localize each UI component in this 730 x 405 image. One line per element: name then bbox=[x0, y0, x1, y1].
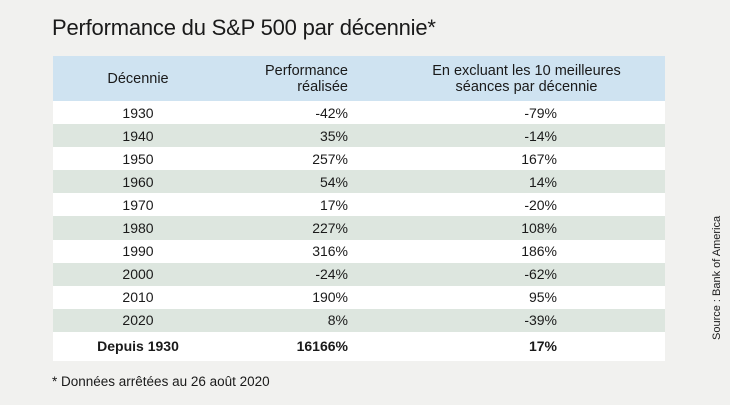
chart-title: Performance du S&P 500 par décennie* bbox=[52, 15, 436, 40]
column-header-decade: Décennie bbox=[107, 70, 169, 87]
table-row: 2020 8% -39% bbox=[53, 308, 665, 332]
table-row: 2010 190% 95% bbox=[53, 285, 665, 309]
performance-cell: 190% bbox=[312, 289, 348, 306]
decade-cell: 2010 bbox=[122, 289, 154, 306]
performance-cell: 257% bbox=[312, 150, 348, 167]
table-row: 1950 257% 167% bbox=[53, 147, 665, 171]
total-excluding: 17% bbox=[528, 338, 557, 355]
excluding-cell: 95% bbox=[528, 289, 557, 306]
total-performance: 16166% bbox=[296, 338, 348, 355]
decade-cell: 2020 bbox=[122, 312, 154, 329]
excluding-cell: -14% bbox=[524, 127, 557, 144]
decade-cell: 1970 bbox=[122, 196, 154, 213]
excluding-cell: 167% bbox=[521, 150, 557, 167]
decade-cell: 2000 bbox=[122, 266, 154, 283]
excluding-cell: -62% bbox=[524, 266, 557, 283]
performance-cell: -24% bbox=[315, 266, 348, 283]
excluding-cell: -39% bbox=[524, 312, 557, 329]
decade-cell: 1930 bbox=[122, 104, 154, 121]
total-label: Depuis 1930 bbox=[97, 338, 179, 355]
performance-cell: -42% bbox=[315, 104, 348, 121]
table-header-row: Décennie Performance réalisée En excluan… bbox=[53, 56, 665, 101]
table-row: 1940 35% -14% bbox=[53, 124, 665, 148]
table-row: 1960 54% 14% bbox=[53, 170, 665, 194]
table-row: 1990 316% 186% bbox=[53, 239, 665, 263]
decade-cell: 1990 bbox=[122, 243, 154, 260]
performance-cell: 227% bbox=[312, 220, 348, 237]
performance-cell: 35% bbox=[319, 127, 348, 144]
footnote: * Données arrêtées au 26 août 2020 bbox=[52, 374, 270, 389]
excluding-cell: 186% bbox=[521, 243, 557, 260]
excluding-cell: 108% bbox=[521, 220, 557, 237]
excluding-cell: 14% bbox=[528, 173, 557, 190]
table-row: 2000 -24% -62% bbox=[53, 262, 665, 286]
table-row: 1980 227% 108% bbox=[53, 216, 665, 240]
source-label: Source : Bank of America bbox=[711, 215, 723, 340]
column-header-excluding: En excluant les 10 meilleures séances pa… bbox=[348, 56, 665, 101]
performance-cell: 54% bbox=[319, 173, 348, 190]
decade-cell: 1940 bbox=[122, 127, 154, 144]
column-header-performance: Performance réalisée bbox=[264, 62, 348, 95]
table-row: 1930 -42% -79% bbox=[53, 101, 665, 125]
performance-cell: 8% bbox=[327, 312, 348, 329]
excluding-cell: -79% bbox=[524, 104, 557, 121]
decade-cell: 1960 bbox=[122, 173, 154, 190]
column-header-excluding-text: En excluant les 10 meilleures séances pa… bbox=[432, 62, 621, 95]
table-body: 1930 -42% -79% 1940 35% -14% 1950 257% 167% 1960 5… bbox=[53, 101, 665, 361]
excluding-cell: -20% bbox=[524, 196, 557, 213]
performance-table: Décennie Performance réalisée En excluan… bbox=[53, 56, 665, 361]
decade-cell: 1950 bbox=[122, 150, 154, 167]
performance-cell: 316% bbox=[312, 243, 348, 260]
table-row: 1970 17% -20% bbox=[53, 193, 665, 217]
performance-cell: 17% bbox=[319, 196, 348, 213]
total-row: Depuis 1930 16166% 17% bbox=[53, 331, 665, 361]
decade-cell: 1980 bbox=[122, 220, 154, 237]
